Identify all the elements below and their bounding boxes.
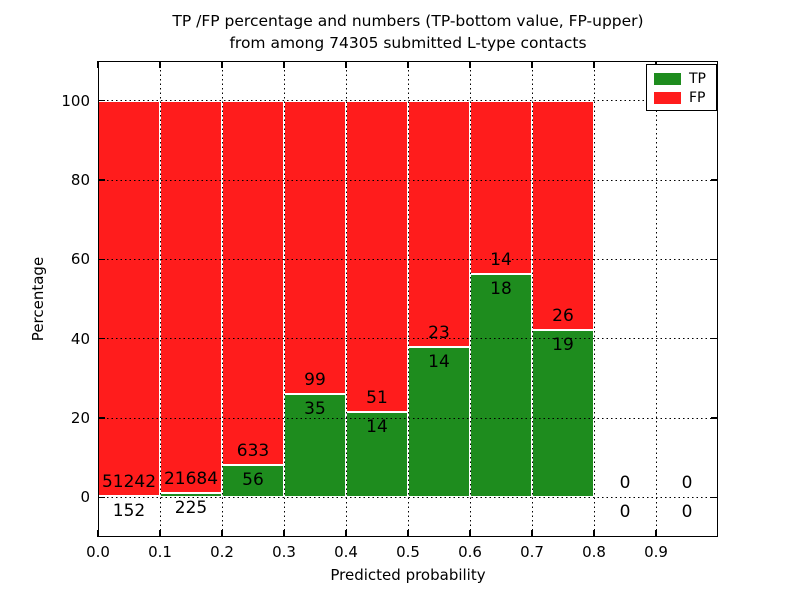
tp-count-label: 0 (619, 502, 631, 523)
fp-bar-segment (346, 100, 408, 413)
fp-count-label: 26 (552, 305, 574, 326)
fp-count-label: 633 (236, 440, 270, 461)
legend-label-tp: TP (689, 70, 706, 87)
x-tick-label: 0.7 (520, 543, 544, 561)
tp-count-label: 0 (681, 502, 693, 523)
x-axis-label: Predicted probability (330, 566, 486, 584)
fp-count-label: 23 (428, 323, 450, 344)
tp-count-label: 152 (112, 501, 146, 522)
tp-count-label: 225 (174, 498, 208, 519)
y-tick-label: 100 (61, 91, 90, 110)
legend: TP FP (646, 64, 717, 111)
fp-bar-segment (470, 100, 532, 274)
fp-bar-segment (284, 100, 346, 394)
y-tick-label: 60 (70, 250, 90, 269)
y-tick-label: 20 (70, 409, 90, 427)
y-tick-label: 80 (70, 171, 90, 189)
bar-labels-layer: 51242 152 21684 225 633 56 99 35 51 14 23 14 14 18 26 1… (98, 61, 718, 537)
legend-label-fp: FP (689, 90, 706, 107)
x-tick-label: 0.0 (86, 543, 110, 561)
y-axis-label: Percentage (29, 256, 47, 342)
legend-item-tp: TP (654, 70, 709, 88)
fp-count-label: 14 (490, 249, 512, 270)
tp-bar-segment (470, 274, 532, 498)
fp-swatch-icon (654, 92, 681, 105)
tp-bar-segment (532, 329, 594, 498)
fp-count-label: 51 (366, 387, 388, 408)
tp-count-label: 14 (366, 417, 388, 438)
plot-area: 51242 152 21684 225 633 56 99 35 51 14 23 14 14 18 26 1… (61, 61, 718, 561)
tp-bar-segment (408, 347, 470, 498)
tp-bar-segment (222, 465, 284, 498)
tp-bar-segment (284, 393, 346, 498)
x-tick-label: 0.3 (272, 543, 296, 561)
fp-count-label: 0 (619, 473, 631, 494)
fp-count-label: 0 (681, 473, 693, 494)
tp-count-label: 18 (490, 279, 512, 300)
tp-swatch-icon (654, 72, 681, 85)
chart-title-line2: from among 74305 submitted L-type contac… (229, 34, 587, 52)
tp-count-label: 56 (242, 470, 264, 491)
fp-count-label: 21684 (163, 469, 219, 490)
legend-item-fp: FP (654, 89, 709, 107)
vertical-gridline (159, 61, 161, 537)
vertical-gridline (407, 61, 409, 537)
x-tick-label: 0.4 (334, 543, 358, 561)
vertical-gridline (593, 61, 595, 537)
vertical-gridline (221, 61, 223, 537)
grid-layer (98, 61, 718, 537)
chart-title-line1: TP /FP percentage and numbers (TP-bottom… (172, 12, 644, 30)
tp-count-label: 14 (428, 352, 450, 373)
x-tick-label: 0.2 (210, 543, 234, 561)
y-tick-label: 0 (80, 488, 90, 507)
fp-bar-segment (222, 100, 284, 466)
tp-bar-segment (346, 412, 408, 498)
x-tick-label: 0.9 (644, 543, 668, 561)
vertical-gridline (531, 61, 533, 537)
x-tick-label: 0.1 (148, 543, 172, 561)
fp-count-label: 51242 (101, 471, 157, 492)
tp-count-label: 35 (304, 398, 326, 419)
chart-title: TP /FP percentage and numbers (TP-bottom… (98, 10, 718, 54)
vertical-gridline (283, 61, 285, 537)
vertical-gridline (345, 61, 347, 537)
vertical-gridline (469, 61, 471, 537)
x-tick-label: 0.8 (582, 543, 606, 561)
tp-count-label: 19 (552, 335, 574, 355)
fp-count-label: 99 (304, 369, 326, 390)
x-tick-label: 0.6 (458, 543, 482, 561)
vertical-gridline (655, 61, 657, 537)
y-tick-label: 40 (70, 329, 90, 348)
x-tick-label: 0.5 (396, 543, 420, 561)
